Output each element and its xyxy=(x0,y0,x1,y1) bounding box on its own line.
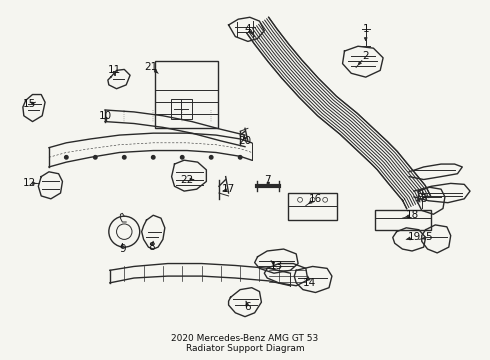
Text: 16: 16 xyxy=(309,194,322,204)
Text: 22: 22 xyxy=(180,175,194,185)
Circle shape xyxy=(209,156,213,159)
Circle shape xyxy=(180,156,184,159)
Text: 5: 5 xyxy=(425,233,432,243)
Text: 6: 6 xyxy=(245,302,251,312)
Text: 1: 1 xyxy=(363,24,369,34)
Text: 2: 2 xyxy=(363,51,369,61)
Circle shape xyxy=(239,156,242,159)
Text: 20: 20 xyxy=(239,136,251,146)
Text: 10: 10 xyxy=(98,111,112,121)
Text: 18: 18 xyxy=(405,210,419,220)
Circle shape xyxy=(94,156,97,159)
Circle shape xyxy=(151,156,155,159)
Bar xyxy=(171,99,192,119)
Text: 7: 7 xyxy=(264,175,270,185)
Text: 17: 17 xyxy=(222,184,235,194)
Bar xyxy=(289,193,337,220)
Text: 2020 Mercedes-Benz AMG GT 53: 2020 Mercedes-Benz AMG GT 53 xyxy=(172,334,318,343)
Text: 8: 8 xyxy=(148,242,155,252)
Text: 4: 4 xyxy=(245,24,251,34)
Text: 19: 19 xyxy=(407,233,420,243)
Bar xyxy=(375,211,431,230)
Text: Radiator Support Diagram: Radiator Support Diagram xyxy=(186,344,304,353)
Text: 21: 21 xyxy=(145,63,158,72)
Text: 11: 11 xyxy=(108,66,121,75)
Circle shape xyxy=(65,156,68,159)
Text: 13: 13 xyxy=(270,261,284,271)
Circle shape xyxy=(122,156,126,159)
Text: 3: 3 xyxy=(420,194,427,204)
Text: 9: 9 xyxy=(119,244,125,254)
Bar xyxy=(155,61,218,128)
Text: 12: 12 xyxy=(23,179,36,188)
Text: 15: 15 xyxy=(23,99,36,109)
Text: 14: 14 xyxy=(303,278,317,288)
